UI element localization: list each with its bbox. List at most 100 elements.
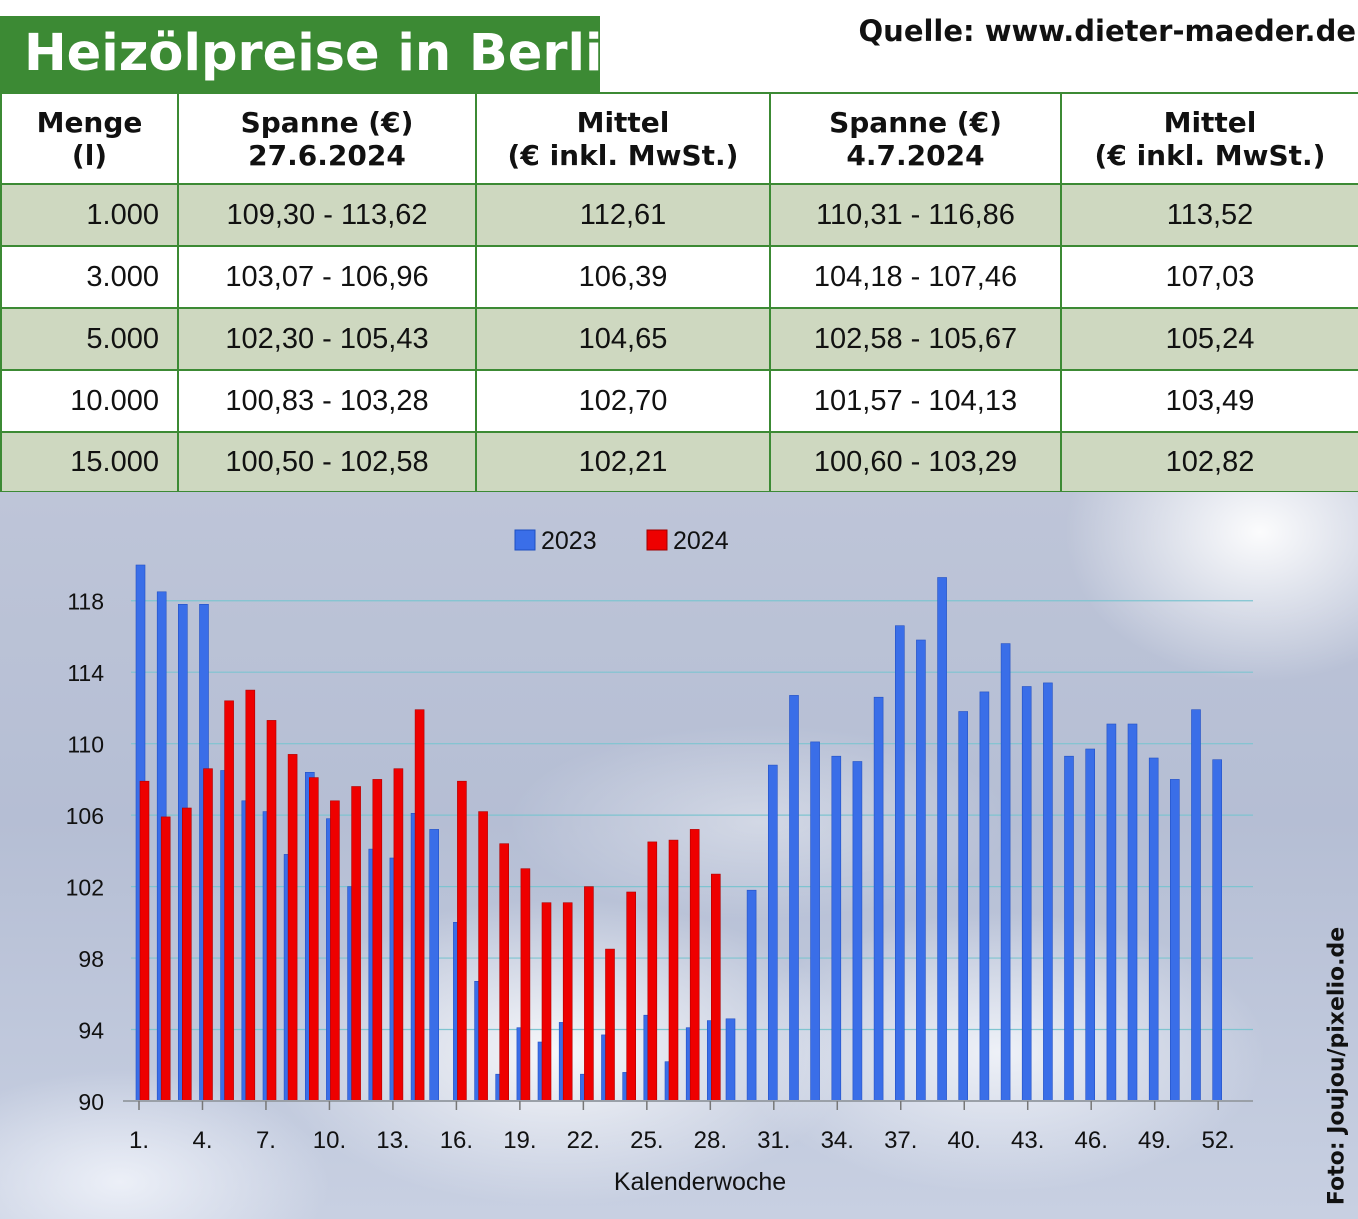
bar-chart: 90 94 98 102 106 110 114 118 1. 4. 7. 10. 13. 16. 19. 2…	[66, 527, 1253, 1196]
bar-2024	[605, 948, 615, 1102]
cell-spanne-2: 104,18 - 107,46	[769, 245, 1062, 309]
bar-2024	[266, 720, 277, 1102]
x-tick-label: 7.	[256, 1127, 276, 1154]
x-tick-label: 31.	[757, 1127, 790, 1154]
cell-menge: 15.000	[0, 431, 179, 493]
x-tick-label: 4.	[192, 1127, 212, 1154]
cell-mittel-1: 102,70	[475, 369, 771, 433]
legend-swatch-2023	[514, 529, 536, 551]
header-mittel-1: Mittel (€ inkl. MwSt.)	[475, 92, 771, 185]
y-tick-label: 94	[78, 1018, 104, 1044]
bar-2024	[245, 689, 256, 1102]
cell-menge: 1.000	[0, 183, 179, 247]
cell-spanne-2: 101,57 - 104,13	[769, 369, 1062, 433]
table-header-row: Menge (l) Spanne (€) 27.6.2024 Mittel (€ in…	[0, 92, 1358, 185]
bar-2023	[894, 625, 905, 1102]
bar-2024	[668, 839, 679, 1102]
table-row: 3.000 103,07 - 106,96 106,39 104,18 - 10…	[0, 245, 1358, 309]
x-tick-label: 22.	[567, 1127, 600, 1154]
x-tick-label: 43.	[1011, 1127, 1044, 1154]
bar-2024	[372, 779, 383, 1102]
bar-2023	[429, 829, 440, 1102]
bar-2023	[725, 1018, 736, 1102]
table-row: 15.000 100,50 - 102,58 102,21 100,60 - 1…	[0, 431, 1358, 493]
table-row: 1.000 109,30 - 113,62 112,61 110,31 - 11…	[0, 183, 1358, 247]
page-title: Heizölpreise in Berlin	[24, 24, 639, 83]
x-tick-label: 16.	[440, 1127, 473, 1154]
bar-2024	[287, 754, 298, 1102]
x-tick-label: 49.	[1138, 1127, 1171, 1154]
x-tick-label: 25.	[630, 1127, 663, 1154]
header-mittel-2: Mittel (€ inkl. MwSt.)	[1060, 92, 1358, 185]
y-tick-label: 110	[67, 732, 104, 758]
cell-mittel-2: 107,03	[1060, 245, 1358, 309]
bar-2023	[810, 741, 820, 1102]
bar-2023	[873, 696, 884, 1102]
x-tick-label: 1.	[129, 1127, 149, 1154]
legend: 2023 2024	[514, 527, 729, 555]
y-tick-label: 98	[78, 946, 104, 972]
cell-spanne-1: 109,30 - 113,62	[177, 183, 477, 247]
x-tick-label: 13.	[376, 1127, 409, 1154]
cell-spanne-1: 100,83 - 103,28	[177, 369, 477, 433]
photo-credit: Foto: Joujou/pixelio.de	[1324, 926, 1350, 1206]
header-spanne-1: Spanne (€) 27.6.2024	[177, 92, 477, 185]
table-row: 10.000 100,83 - 103,28 102,70 101,57 - 1…	[0, 369, 1358, 433]
x-tick-label: 46.	[1075, 1127, 1108, 1154]
bar-2023	[1000, 643, 1011, 1102]
bar-2023	[1212, 759, 1222, 1102]
legend-label-2023: 2023	[541, 527, 597, 555]
bar-2024	[478, 811, 488, 1102]
bar-2024	[520, 868, 531, 1102]
cell-mittel-1: 106,39	[475, 245, 771, 309]
x-tick-label: 19.	[503, 1127, 536, 1154]
bar-2023	[831, 755, 842, 1102]
axes: 90 94 98 102 106 110 114 118 1. 4. 7. 10. 13. 16. 19. 2…	[66, 589, 1253, 1154]
bar-2023	[958, 711, 969, 1102]
header-spanne-2: Spanne (€) 4.7.2024	[769, 92, 1062, 185]
header-menge: Menge (l)	[0, 92, 179, 185]
bar-2024	[541, 902, 552, 1102]
table-row: 5.000 102,30 - 105,43 104,65 102,58 - 10…	[0, 307, 1358, 371]
cell-spanne-2: 102,58 - 105,67	[769, 307, 1062, 371]
bar-2024	[584, 886, 594, 1102]
cell-mittel-2: 113,52	[1060, 183, 1358, 247]
cell-menge: 5.000	[0, 307, 179, 371]
bar-2024	[160, 816, 171, 1102]
cell-mittel-1: 102,21	[475, 431, 771, 493]
cell-mittel-1: 112,61	[475, 183, 771, 247]
bar-2023	[1127, 723, 1138, 1102]
bar-2023	[746, 889, 757, 1102]
bar-2024	[457, 780, 467, 1102]
cell-mittel-2: 105,24	[1060, 307, 1358, 371]
cell-spanne-1: 100,50 - 102,58	[177, 431, 477, 493]
cell-mittel-1: 104,65	[475, 307, 771, 371]
bar-2024	[182, 807, 192, 1102]
y-tick-label: 106	[66, 803, 104, 829]
bar-2023	[767, 764, 778, 1102]
cell-mittel-2: 102,82	[1060, 431, 1358, 493]
bar-2023	[1191, 709, 1201, 1102]
bar-2023	[937, 577, 947, 1102]
bar-2023	[916, 639, 926, 1102]
chart-title-banner: Heizölpreise in Berlin	[0, 16, 639, 92]
bar-2023	[852, 761, 863, 1102]
chart-area: 90 94 98 102 106 110 114 118 1. 4. 7. 10. 13. 16. 19. 2…	[0, 492, 1358, 1219]
x-tick-label: 52.	[1201, 1127, 1234, 1154]
y-tick-label: 114	[67, 660, 104, 686]
bar-2024	[139, 780, 150, 1102]
x-tick-label: 40.	[948, 1127, 981, 1154]
bar-2023	[789, 695, 799, 1102]
bar-2023	[1021, 686, 1032, 1102]
y-tick-label: 102	[66, 875, 104, 901]
cell-spanne-2: 110,31 - 116,86	[769, 183, 1062, 247]
bar-2024	[710, 873, 721, 1102]
bar-2024	[330, 800, 340, 1102]
price-table: Menge (l) Spanne (€) 27.6.2024 Mittel (€ in…	[0, 92, 1358, 493]
legend-label-2024: 2024	[673, 527, 729, 555]
cell-menge: 10.000	[0, 369, 179, 433]
bars	[135, 564, 1222, 1102]
x-tick-label: 37.	[884, 1127, 917, 1154]
legend-swatch-2024	[646, 529, 668, 551]
bar-2024	[308, 777, 319, 1102]
